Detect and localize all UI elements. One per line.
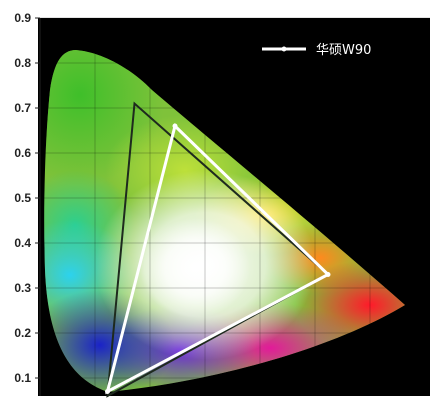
grid [40, 17, 430, 396]
y-tick-label: 0.6 [14, 146, 31, 160]
legend: 华硕W90 [262, 43, 371, 58]
y-tick-label: 0.9 [14, 11, 31, 25]
gamut-vertex-point [172, 123, 178, 129]
y-tick-label: 0.3 [14, 281, 31, 295]
y-tick-label: 0.1 [14, 371, 31, 385]
legend-label: 华硕W90 [316, 43, 371, 58]
y-tick-label: 0.8 [14, 56, 31, 70]
gamut-vertex-point [105, 389, 110, 394]
y-tick-label: 0.5 [14, 191, 31, 205]
gamut-triangle-series [105, 123, 331, 395]
y-tick-label: 0.2 [14, 326, 31, 340]
reference-triangle-series [106, 101, 330, 398]
gamut-vertex-point [325, 272, 331, 277]
y-tick-label: 0.7 [14, 101, 31, 115]
series-layer [105, 101, 331, 398]
legend-swatch-marker [281, 46, 287, 52]
y-axis: 0.9 0.8 0.7 0.6 0.5 0.4 0.3 0.2 0.1 [14, 11, 41, 396]
y-tick-label: 0.4 [14, 236, 31, 250]
